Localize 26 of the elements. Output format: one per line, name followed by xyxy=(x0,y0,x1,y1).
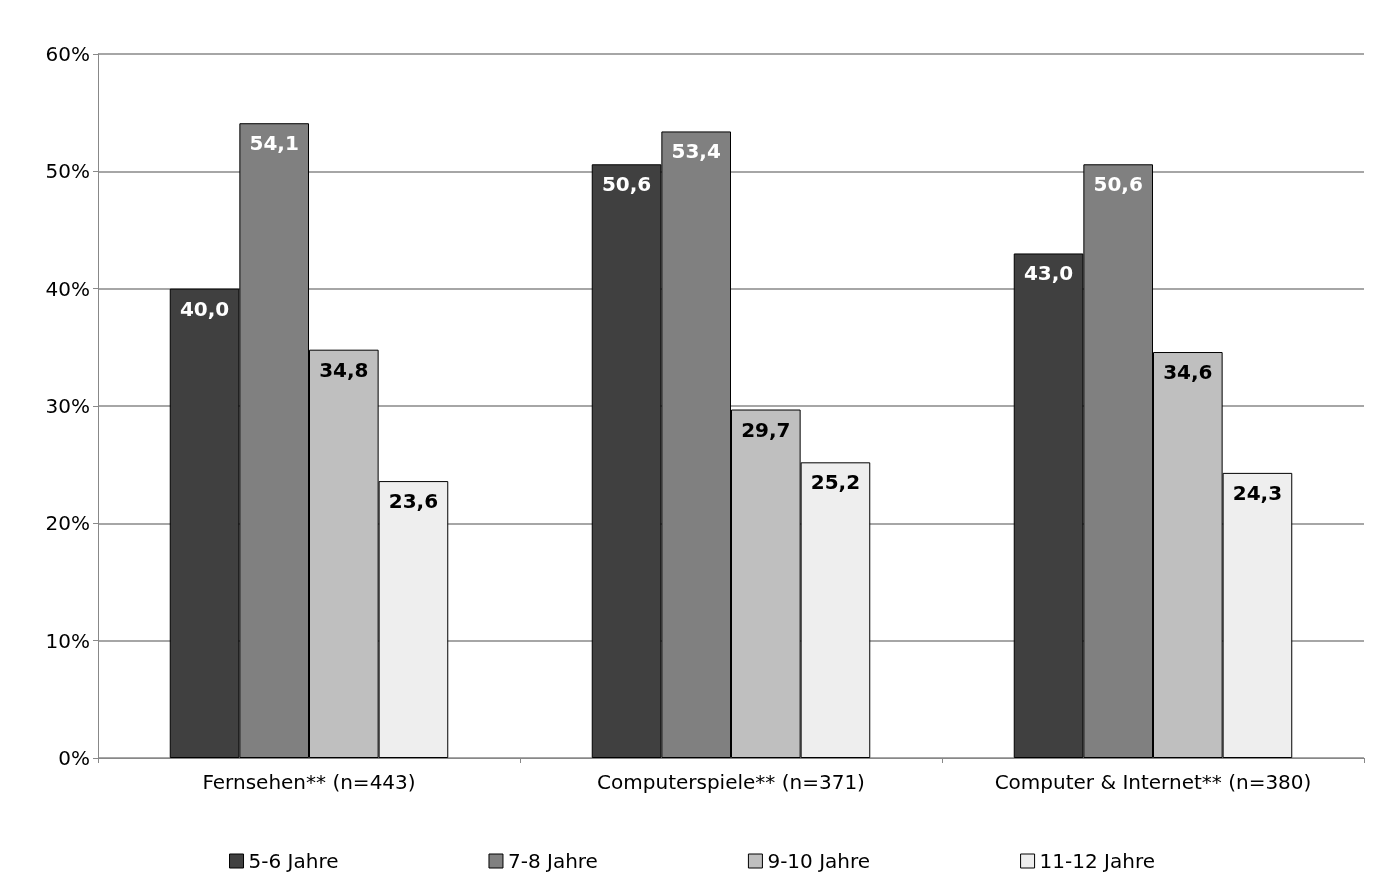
legend-label: 11-12 Jahre xyxy=(1039,849,1155,873)
y-tick-label: 50% xyxy=(45,159,90,184)
data-label: 50,6 xyxy=(601,172,652,197)
legend-label: 9-10 Jahre xyxy=(767,849,871,873)
data-label: 34,8 xyxy=(319,357,369,382)
y-tick-label: 20% xyxy=(45,511,90,536)
data-label: 29,7 xyxy=(741,417,791,442)
data-label: 54,1 xyxy=(249,131,299,156)
data-label: 23,6 xyxy=(388,489,439,514)
legend-label: 5-6 Jahre xyxy=(248,849,339,873)
data-label: 53,4 xyxy=(671,139,721,164)
data-label: 43,0 xyxy=(1023,261,1074,286)
legend-label: 7-8 Jahre xyxy=(507,849,598,873)
y-tick-label: 0% xyxy=(58,746,90,770)
y-tick-label: 10% xyxy=(45,628,90,653)
x-tick-label: Computerspiele** (n=371) xyxy=(597,770,865,794)
x-tick-label: Fernsehen** (n=443) xyxy=(202,770,416,794)
y-tick-label: 60% xyxy=(45,42,90,66)
data-label: 40,0 xyxy=(179,296,230,321)
data-label: 34,6 xyxy=(1163,360,1213,385)
data-label: 25,2 xyxy=(810,470,861,495)
y-tick-label: 40% xyxy=(45,276,90,301)
data-label: 50,6 xyxy=(1093,172,1143,197)
x-tick-label: Computer & Internet** (n=380) xyxy=(994,770,1312,794)
data-label: 24,3 xyxy=(1232,480,1283,505)
y-tick-label: 30% xyxy=(45,394,90,418)
